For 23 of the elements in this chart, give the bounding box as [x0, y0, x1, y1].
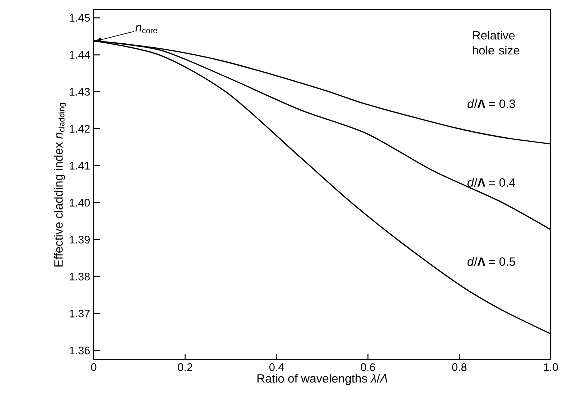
annotation: n$_{core}$ [136, 25, 158, 34]
y-tick-label: 1.38 [70, 272, 90, 281]
x-tick-label: 0.8 [452, 364, 467, 372]
x-tick-label: 0.6 [361, 364, 376, 372]
y-tick-label: 1.39 [70, 236, 90, 244]
series-label: d/Λ = 0.5 [468, 257, 516, 266]
y-axis-title: Effective cladding index n$_{cladding}$ [54, 103, 66, 267]
y-tick-label: 1.45 [70, 14, 90, 22]
y-tick-label: 1.37 [70, 310, 90, 318]
series-label: d/Λ = 0.3 [468, 99, 516, 108]
x-axis-title: Ratio of wavelengths λ/Λ [258, 374, 388, 386]
annotation: Relative hole size [473, 31, 520, 55]
y-tick-label: 1.40 [70, 199, 90, 207]
x-tick-label: 0 [91, 364, 97, 372]
x-tick-label: 1.0 [544, 364, 558, 372]
x-tick-label: 0.4 [270, 364, 284, 372]
y-tick-label: 1.41 [70, 162, 90, 170]
x-tick-label: 0.2 [178, 364, 192, 372]
series-label: d/Λ = 0.4 [468, 178, 516, 187]
y-tick-label: 1.43 [70, 88, 90, 96]
y-tick-label: 1.42 [70, 125, 90, 133]
y-tick-label: 1.36 [70, 346, 90, 355]
y-tick-label: 1.44 [70, 51, 90, 59]
